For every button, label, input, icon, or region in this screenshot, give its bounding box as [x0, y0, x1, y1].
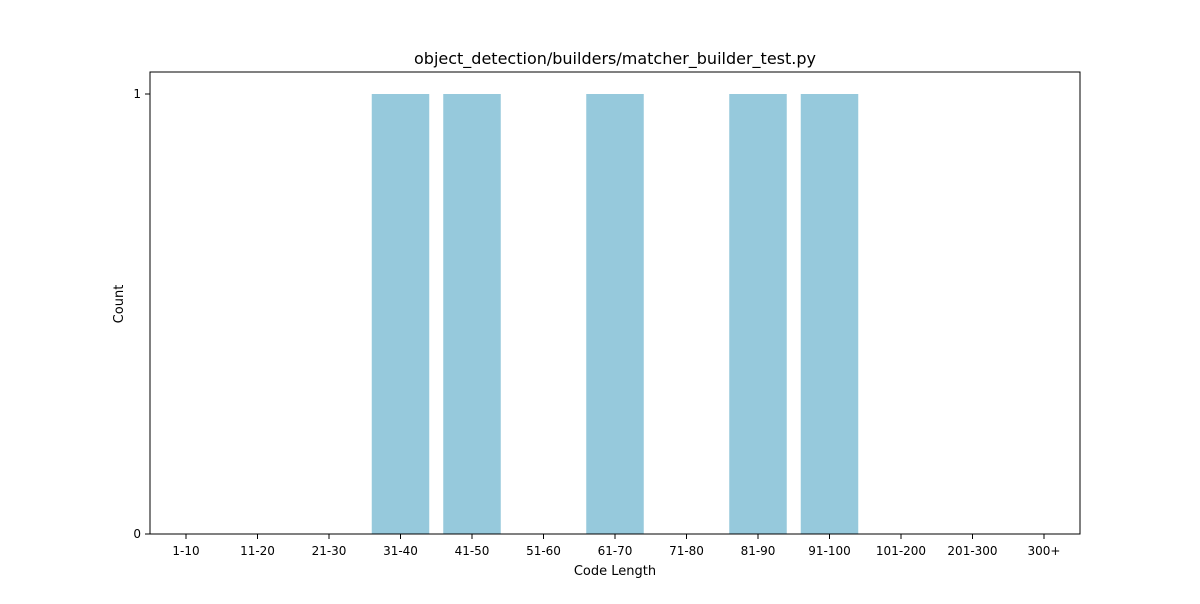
x-tick-label: 61-70: [598, 544, 633, 558]
plot-frame: [149, 71, 1081, 535]
x-ticks-layer: 1-10 11-20 21-30 31-40 41-50 51-60 61-70 71-80 8…: [172, 534, 1060, 558]
y-tick-label: 0: [133, 527, 141, 541]
x-axis-label: Code Length: [574, 564, 656, 579]
x-tick-label: 91-100: [808, 544, 851, 558]
x-tick-label: 11-20: [240, 544, 275, 558]
x-tick-label: 21-30: [312, 544, 347, 558]
y-tick-label: 1: [133, 87, 141, 101]
bars-layer: [371, 94, 859, 534]
x-tick-label: 101-200: [876, 544, 926, 558]
bar-31-40: [371, 94, 430, 534]
x-tick-label: 300+: [1028, 544, 1061, 558]
bar-81-90: [729, 94, 787, 534]
chart-title: object_detection/builders/matcher_builde…: [414, 49, 816, 69]
x-tick-label: 81-90: [741, 544, 776, 558]
bar-91-100: [800, 94, 859, 534]
x-tick-label: 31-40: [383, 544, 418, 558]
x-tick-label: 41-50: [455, 544, 490, 558]
x-tick-label: 1-10: [172, 544, 199, 558]
y-ticks-layer: 01: [133, 87, 150, 541]
x-tick-label: 201-300: [947, 544, 997, 558]
bar-41-50: [443, 94, 501, 534]
x-tick-label: 71-80: [669, 544, 704, 558]
x-tick-label: 51-60: [526, 544, 561, 558]
y-axis-label: Count: [112, 285, 127, 324]
bar-61-70: [586, 94, 644, 534]
